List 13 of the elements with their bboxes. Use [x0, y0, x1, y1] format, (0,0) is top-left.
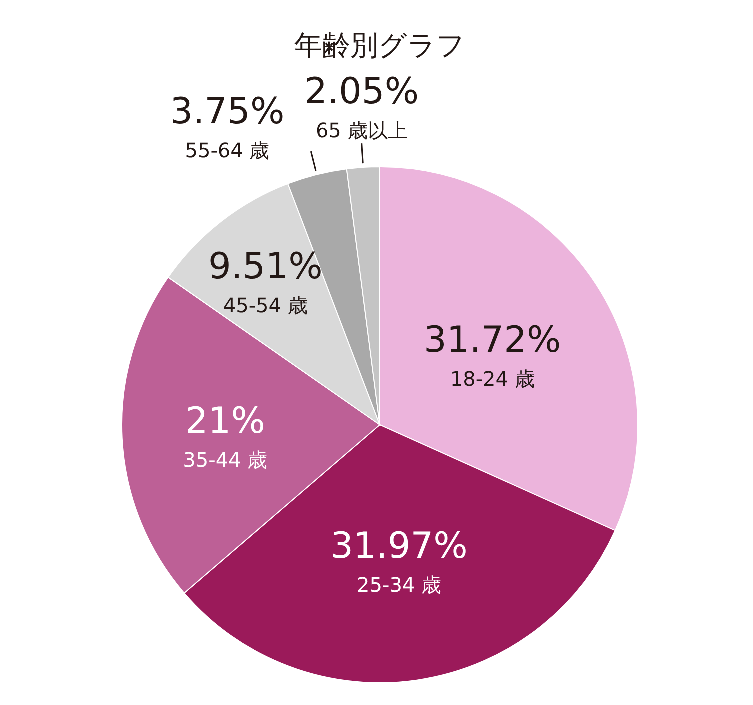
slice-label: 55-64 歳 [185, 138, 270, 163]
data-label: 2.05% [304, 72, 420, 113]
slice-label: 45-54 歳 [223, 294, 308, 318]
data-label: 9.51% [208, 246, 323, 288]
slice-label: 35-44 歳 [183, 448, 268, 472]
chart-title: 年齢別グラフ [294, 29, 466, 62]
slice-label: 18-24 歳 [450, 367, 535, 392]
data-label: 31.97% [330, 526, 468, 567]
data-label: 3.75% [170, 92, 285, 133]
data-label: 31.72% [424, 320, 562, 362]
data-label: 21% [185, 400, 266, 442]
slice-label: 25-34 歳 [357, 572, 442, 597]
slice-label: 65 歳以上 [316, 118, 408, 143]
